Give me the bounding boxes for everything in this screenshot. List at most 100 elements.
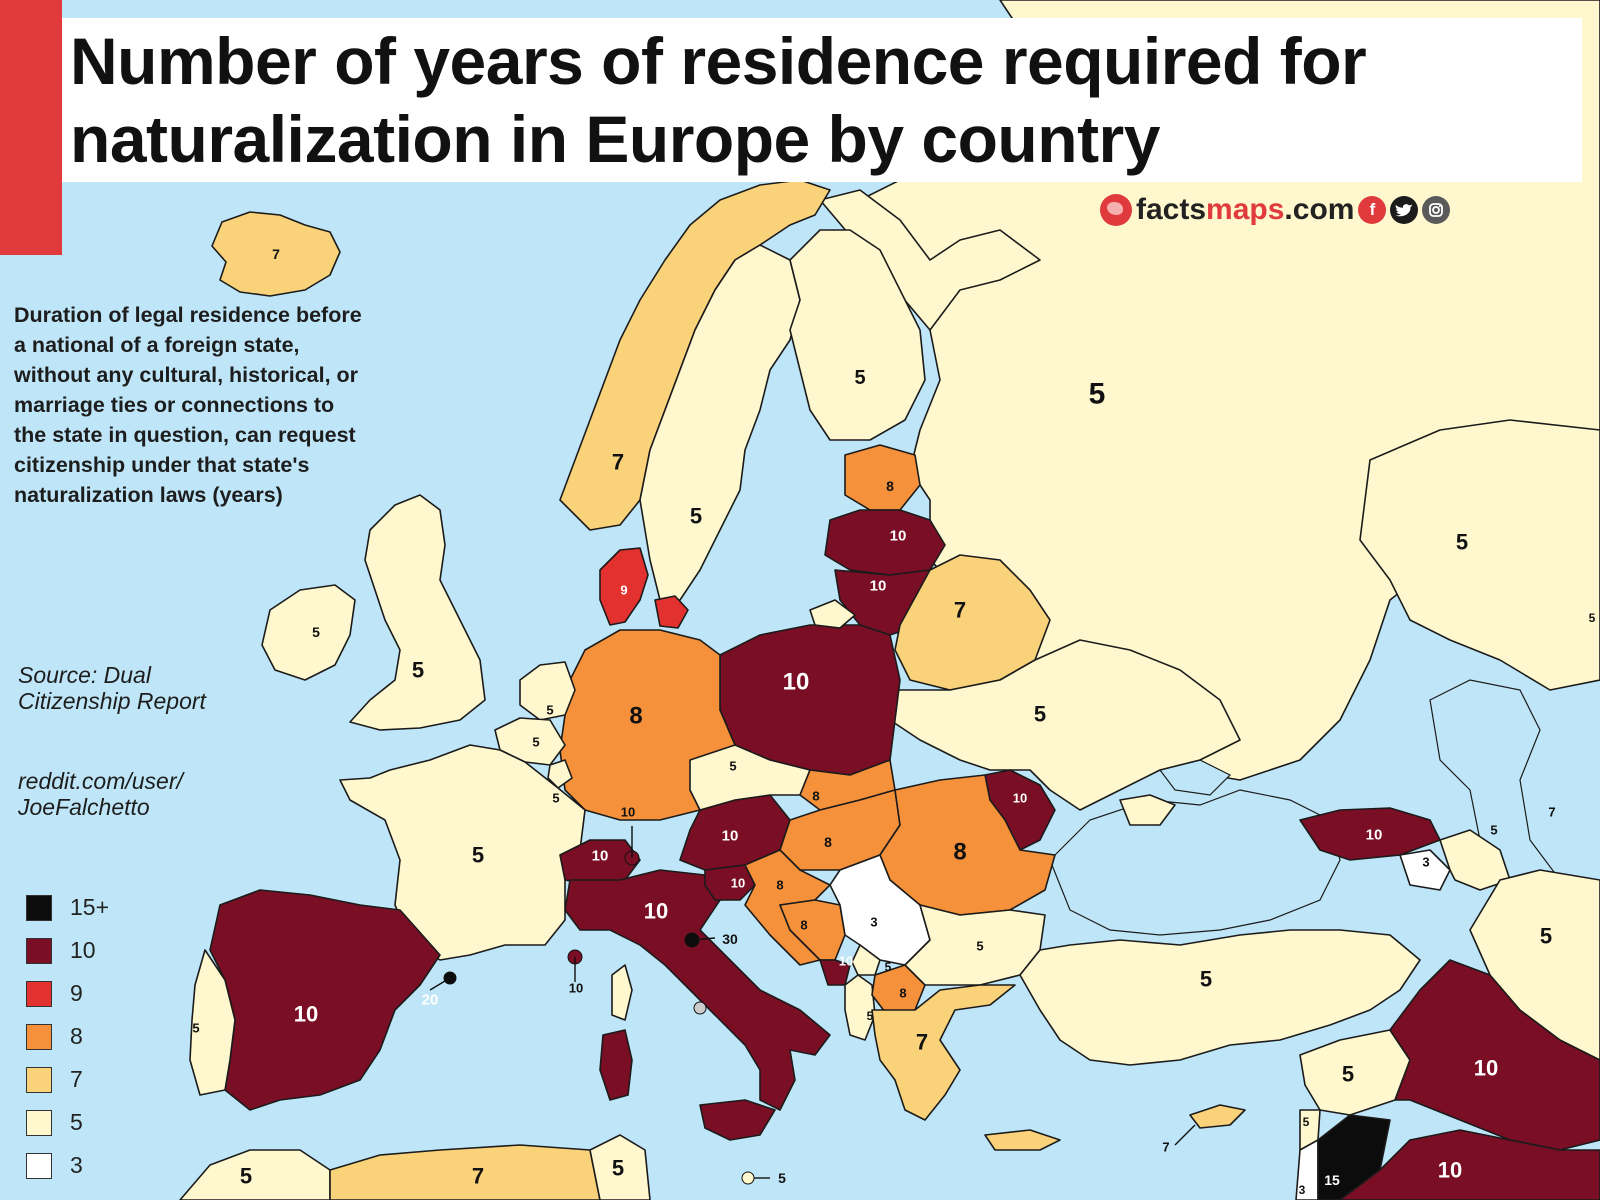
label-germany: 8 bbox=[629, 703, 642, 730]
label-iraq: 10 bbox=[1474, 1056, 1498, 1081]
region-czechia bbox=[689, 744, 811, 811]
label-jordan: 15 bbox=[1324, 1172, 1340, 1188]
label-estonia: 8 bbox=[886, 478, 894, 494]
region-netherlands bbox=[519, 661, 576, 721]
label-russia: 5 bbox=[1089, 378, 1106, 411]
label-saudi-arabia: 10 bbox=[1438, 1158, 1462, 1183]
brand-suffix: .com bbox=[1284, 193, 1355, 226]
label-israel: 3 bbox=[1299, 1183, 1306, 1197]
label-north-macedonia: 8 bbox=[899, 986, 906, 1001]
legend-label: 3 bbox=[70, 1152, 83, 1178]
legend-swatch bbox=[26, 1023, 52, 1050]
label-far-east-edge: 5 bbox=[1589, 611, 1596, 625]
region-great-britain bbox=[349, 494, 486, 731]
label-albania: 5 bbox=[867, 1009, 874, 1023]
label-montenegro: 10 bbox=[839, 954, 853, 969]
label-ireland: 5 bbox=[312, 624, 320, 640]
label-turkey: 5 bbox=[1200, 967, 1212, 992]
region-israel bbox=[1295, 1139, 1319, 1200]
label-iran: 5 bbox=[1540, 924, 1552, 949]
region-kazakhstan bbox=[1359, 419, 1600, 691]
legend-swatch bbox=[26, 1109, 52, 1136]
accent-stripe bbox=[0, 0, 62, 255]
label-italy: 10 bbox=[644, 899, 668, 924]
label-bulgaria: 5 bbox=[976, 939, 983, 954]
label-tunisia: 5 bbox=[612, 1156, 624, 1181]
twitter-icon[interactable] bbox=[1390, 196, 1419, 224]
label-slovenia: 10 bbox=[731, 876, 745, 891]
region-tunisia bbox=[589, 1134, 651, 1200]
brand-logo[interactable]: factsmaps.com f bbox=[1100, 190, 1451, 230]
label-greece: 7 bbox=[916, 1030, 928, 1055]
map-description: Duration of legal residence before a nat… bbox=[14, 303, 362, 507]
legend: 15+ 10 9 8 7 5 3 bbox=[26, 886, 109, 1187]
region-estonia bbox=[844, 444, 921, 511]
label-iceland: 7 bbox=[272, 246, 280, 262]
brand-prefix: facts bbox=[1136, 193, 1207, 226]
region-bulgaria bbox=[904, 904, 1046, 986]
label-kazakhstan: 5 bbox=[1456, 530, 1468, 555]
legend-item: 10 bbox=[26, 929, 109, 972]
label-cyprus: 7 bbox=[1162, 1140, 1169, 1155]
label-romania: 8 bbox=[953, 839, 966, 866]
label-netherlands: 5 bbox=[546, 703, 553, 718]
label-moldova: 10 bbox=[1013, 791, 1027, 806]
label-andorra: 20 bbox=[422, 992, 439, 1009]
region-denmark-islands bbox=[654, 595, 689, 629]
region-turkey bbox=[1019, 929, 1421, 1066]
region-greece bbox=[871, 984, 1016, 1121]
legend-swatch bbox=[26, 1066, 52, 1093]
label-bosnia: 8 bbox=[800, 918, 807, 933]
region-azerbaijan bbox=[1439, 829, 1511, 891]
legend-item: 9 bbox=[26, 972, 109, 1015]
legend-label: 8 bbox=[70, 1023, 83, 1049]
region-sardinia bbox=[599, 1029, 633, 1101]
region-iran bbox=[1469, 869, 1600, 1061]
region-iceland bbox=[211, 211, 341, 297]
label-norway: 7 bbox=[612, 450, 624, 475]
label-ukraine: 5 bbox=[1034, 702, 1046, 727]
legend-swatch bbox=[26, 1152, 52, 1179]
label-monaco: 10 bbox=[569, 981, 583, 996]
label-czechia: 5 bbox=[729, 759, 736, 774]
label-liechtenstein: 10 bbox=[621, 805, 635, 820]
source-note: Source: Dual Citizenship Report bbox=[18, 662, 206, 714]
region-saudi-arabia bbox=[1339, 1129, 1600, 1200]
label-croatia: 8 bbox=[776, 878, 783, 893]
region-kaliningrad bbox=[809, 599, 856, 629]
label-poland: 10 bbox=[783, 669, 810, 696]
region-montenegro bbox=[819, 959, 851, 986]
region-iraq bbox=[1389, 959, 1600, 1151]
legend-label: 9 bbox=[70, 980, 83, 1006]
label-portugal: 5 bbox=[192, 1021, 199, 1036]
label-austria: 10 bbox=[722, 828, 739, 845]
legend-item: 5 bbox=[26, 1101, 109, 1144]
region-sweden bbox=[639, 244, 801, 601]
region-sicily bbox=[699, 1099, 776, 1141]
label-turkmenistan: 7 bbox=[1548, 805, 1555, 820]
region-finland bbox=[789, 229, 926, 441]
region-kosovo bbox=[851, 944, 881, 976]
region-albania bbox=[844, 974, 876, 1041]
facebook-icon[interactable]: f bbox=[1358, 196, 1387, 224]
label-finland: 5 bbox=[854, 367, 865, 389]
label-georgia: 10 bbox=[1366, 827, 1383, 844]
label-spain: 10 bbox=[294, 1002, 318, 1027]
label-latvia: 10 bbox=[890, 528, 907, 545]
instagram-icon[interactable] bbox=[1422, 196, 1451, 224]
label-serbia: 3 bbox=[870, 915, 877, 930]
region-bosnia bbox=[779, 899, 846, 961]
region-belarus bbox=[894, 554, 1051, 691]
author-credit: reddit.com/user/ JoeFalchetto bbox=[18, 768, 183, 820]
region-denmark bbox=[599, 547, 649, 626]
malta-marker bbox=[741, 1171, 755, 1185]
legend-swatch bbox=[26, 894, 52, 921]
region-crimea bbox=[1119, 794, 1176, 826]
region-armenia bbox=[1399, 849, 1451, 891]
legend-label: 5 bbox=[70, 1109, 83, 1135]
region-luxembourg bbox=[547, 759, 573, 789]
region-latvia bbox=[824, 509, 946, 576]
san-marino-leader bbox=[691, 937, 716, 941]
brand-name: factsmaps.com bbox=[1136, 193, 1354, 227]
